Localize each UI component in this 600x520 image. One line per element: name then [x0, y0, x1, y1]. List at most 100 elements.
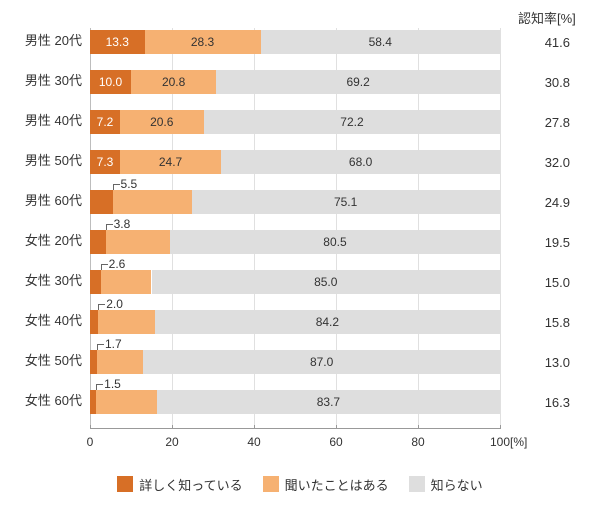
row-label: 女性 50代 — [10, 348, 82, 374]
chart-row: 女性 20代3.815.780.519.5 — [90, 228, 500, 268]
bar-segment-heard — [98, 310, 155, 334]
x-tick — [254, 425, 255, 429]
value-label-unknown: 58.4 — [261, 30, 500, 54]
x-tick — [418, 425, 419, 429]
row-label: 女性 40代 — [10, 308, 82, 334]
value-callout-detailed: 2.0 — [106, 298, 123, 310]
chart-row: 男性 40代7.220.672.227.8 — [90, 108, 500, 148]
bar-segment-detailed — [90, 270, 101, 294]
value-callout-detailed: 3.8 — [114, 218, 131, 230]
bar-track: 5.519.375.1 — [90, 190, 500, 214]
row-label: 男性 50代 — [10, 148, 82, 174]
value-callout-detailed: 1.7 — [105, 338, 122, 350]
value-callout-detailed: 5.5 — [121, 178, 138, 190]
bar-track: 2.013.884.2 — [90, 310, 500, 334]
bar-track: 7.324.768.0 — [90, 150, 500, 174]
value-label-detailed: 7.2 — [90, 110, 120, 134]
awareness-value: 15.8 — [510, 310, 570, 336]
x-tick-label: 0 — [87, 435, 94, 449]
value-label-unknown: 68.0 — [221, 150, 500, 174]
bar-segment-detailed — [90, 310, 98, 334]
bar-segment-heard — [113, 190, 192, 214]
legend: 詳しく知っている 聞いたことはある 知らない — [0, 475, 600, 494]
value-label-heard: 24.7 — [120, 150, 221, 174]
x-tick — [172, 425, 173, 429]
bar-track: 2.612.485.0 — [90, 270, 500, 294]
chart-row: 男性 60代5.519.375.124.9 — [90, 188, 500, 228]
bar-segment-detailed — [90, 190, 113, 214]
value-label-unknown: 85.0 — [152, 270, 501, 294]
value-label-unknown: 87.0 — [143, 350, 500, 374]
value-label-unknown: 69.2 — [216, 70, 500, 94]
legend-swatch — [263, 476, 279, 492]
row-label: 女性 20代 — [10, 228, 82, 254]
legend-swatch — [409, 476, 425, 492]
value-label-unknown: 83.7 — [157, 390, 500, 414]
awareness-value: 19.5 — [510, 230, 570, 256]
bar-segment-heard — [101, 270, 152, 294]
legend-item-unknown: 知らない — [409, 475, 483, 494]
x-tick — [500, 425, 501, 429]
value-label-detailed: 10.0 — [90, 70, 131, 94]
row-label: 女性 30代 — [10, 268, 82, 294]
chart-row: 女性 30代2.612.485.015.0 — [90, 268, 500, 308]
awareness-value: 30.8 — [510, 70, 570, 96]
value-label-detailed: 13.3 — [90, 30, 145, 54]
x-unit-label: [%] — [510, 435, 527, 449]
x-tick-label: 100 — [490, 435, 510, 449]
value-label-unknown: 75.1 — [192, 190, 500, 214]
x-tick — [336, 425, 337, 429]
value-label-heard: 20.6 — [120, 110, 204, 134]
bar-segment-detailed — [90, 230, 106, 254]
bar-segment-heard — [96, 390, 157, 414]
bar-track: 1.514.883.7 — [90, 390, 500, 414]
chart-plot-area: 男性 20代13.328.358.441.6男性 30代10.020.869.2… — [90, 28, 500, 428]
value-label-unknown: 72.2 — [204, 110, 500, 134]
x-tick-label: 60 — [329, 435, 342, 449]
row-label: 男性 30代 — [10, 68, 82, 94]
value-label-heard: 28.3 — [145, 30, 261, 54]
chart-row: 女性 50代1.711.387.013.0 — [90, 348, 500, 388]
awareness-value: 15.0 — [510, 270, 570, 296]
legend-label: 知らない — [431, 478, 483, 493]
legend-item-heard: 聞いたことはある — [263, 475, 389, 494]
bar-segment-heard — [97, 350, 143, 374]
bar-track: 3.815.780.5 — [90, 230, 500, 254]
x-tick-label: 20 — [165, 435, 178, 449]
chart-row: 女性 40代2.013.884.215.8 — [90, 308, 500, 348]
awareness-value: 13.0 — [510, 350, 570, 376]
chart-row: 男性 30代10.020.869.230.8 — [90, 68, 500, 108]
row-label: 女性 60代 — [10, 388, 82, 414]
x-tick-label: 40 — [247, 435, 260, 449]
chart-row: 女性 60代1.514.883.716.3 — [90, 388, 500, 428]
bar-segment-heard — [106, 230, 170, 254]
value-label-detailed: 7.3 — [90, 150, 120, 174]
row-label: 男性 40代 — [10, 108, 82, 134]
value-callout-detailed: 2.6 — [109, 258, 126, 270]
awareness-value: 24.9 — [510, 190, 570, 216]
chart-row: 男性 20代13.328.358.441.6 — [90, 28, 500, 68]
bar-track: 13.328.358.4 — [90, 30, 500, 54]
awareness-header: 認知率[%] — [518, 8, 576, 27]
row-label: 男性 20代 — [10, 28, 82, 54]
bar-segment-detailed — [90, 350, 97, 374]
x-tick — [90, 425, 91, 429]
x-axis: 020406080100[%] — [90, 428, 500, 459]
legend-label: 聞いたことはある — [285, 478, 389, 493]
chart-row: 男性 50代7.324.768.032.0 — [90, 148, 500, 188]
awareness-value: 32.0 — [510, 150, 570, 176]
legend-swatch — [117, 476, 133, 492]
legend-label: 詳しく知っている — [139, 478, 242, 493]
x-tick-label: 80 — [411, 435, 424, 449]
grid-line — [500, 28, 501, 428]
bar-track: 7.220.672.2 — [90, 110, 500, 134]
legend-item-detailed: 詳しく知っている — [117, 475, 242, 494]
value-label-unknown: 80.5 — [170, 230, 500, 254]
row-label: 男性 60代 — [10, 188, 82, 214]
value-label-unknown: 84.2 — [155, 310, 500, 334]
bar-track: 1.711.387.0 — [90, 350, 500, 374]
value-label-heard: 20.8 — [131, 70, 216, 94]
awareness-value: 41.6 — [510, 30, 570, 56]
awareness-value: 27.8 — [510, 110, 570, 136]
value-callout-detailed: 1.5 — [104, 378, 121, 390]
